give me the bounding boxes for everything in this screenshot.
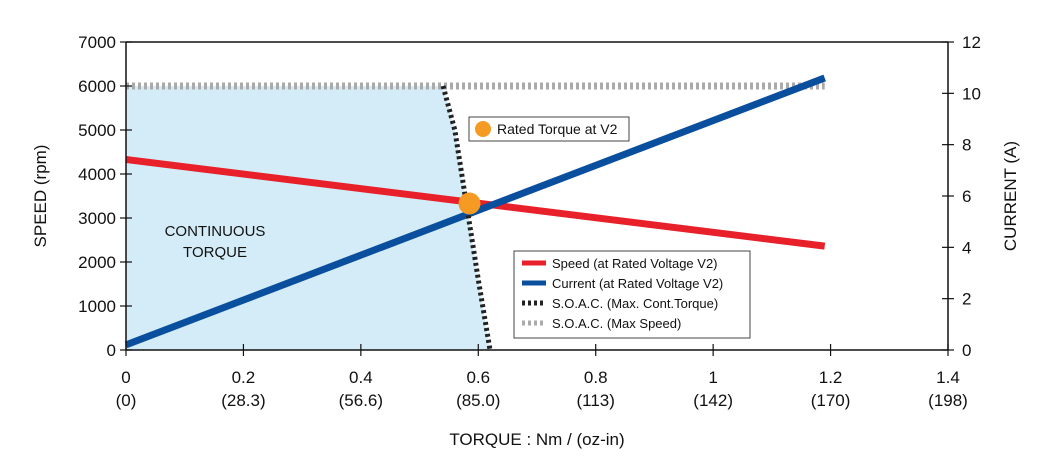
region-label-line: CONTINUOUS [165,223,266,240]
legend-entry: S.O.A.C. (Max. Cont.Torque) [552,296,718,311]
y2-tick-label: 0 [962,341,971,360]
x-tick-label: 0.8 [584,368,608,387]
x-tick-sublabel: (198) [928,391,968,410]
y2-axis-label: CURRENT (A) [1001,141,1020,251]
y2-tick-label: 10 [962,84,981,103]
y-tick-label: 1000 [78,297,116,316]
x-tick-label: 0.6 [466,368,490,387]
legend-entry: S.O.A.C. (Max Speed) [552,316,681,331]
region-layer: CONTINUOUS TORQUE [126,86,491,350]
y-tick-label: 5000 [78,121,116,140]
annotation-marker-icon [475,121,491,137]
y2-tick-label: 4 [962,238,971,257]
x-tick-label: 0 [121,368,130,387]
legend-box [513,250,751,339]
x-tick-label: 1 [708,368,717,387]
y-tick-label: 0 [107,341,116,360]
y-tick-label: 6000 [78,77,116,96]
legend-entry: Current (at Rated Voltage V2) [552,276,723,291]
x-tick-sublabel: (85.0) [456,391,500,410]
x-tick-sublabel: (28.3) [221,391,265,410]
y-axis-label: SPEED (rpm) [31,145,50,248]
continuous-torque-region [126,86,491,350]
y-tick-label: 4000 [78,165,116,184]
y2-tick-label: 12 [962,33,981,52]
y2-tick-label: 2 [962,290,971,309]
annotation-layer: Rated Torque at V2 [458,116,630,215]
y-tick-label: 3000 [78,209,116,228]
legend-entry: Speed (at Rated Voltage V2) [552,256,718,271]
x-tick-label: 1.2 [819,368,843,387]
y-tick-label: 2000 [78,253,116,272]
y2-tick-label: 6 [962,187,971,206]
y2-tick-label: 8 [962,136,971,155]
x-tick-label: 0.2 [232,368,256,387]
x-tick-label: 0.4 [349,368,373,387]
x-tick-label: 1.4 [936,368,960,387]
annotation-label: Rated Torque at V2 [497,121,618,137]
ticks-layer: 0 1000 2000 3000 4000 5000 6000 7000 0 2 4 6 8 10 12 0 (… [78,33,981,410]
x-tick-sublabel: (113) [576,391,614,410]
axes-layer [125,41,949,351]
region-label-line: TORQUE [183,244,247,261]
x-tick-sublabel: (170) [811,391,851,410]
x-tick-sublabel: (142) [693,391,733,410]
annotation-box [468,116,630,142]
rated-torque-marker [458,192,481,215]
y-tick-label: 7000 [78,33,116,52]
legend-layer: Speed (at Rated Voltage V2) Current (at R… [513,250,751,339]
x-axis-label: TORQUE : Nm / (oz-in) [449,430,624,449]
x-tick-sublabel: (0) [116,391,137,410]
x-tick-sublabel: (56.6) [339,391,383,410]
